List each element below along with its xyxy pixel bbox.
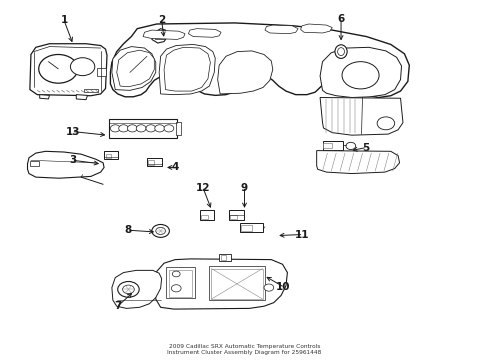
Text: 13: 13 bbox=[65, 127, 80, 136]
Bar bbox=[199, 210, 214, 220]
Circle shape bbox=[119, 125, 128, 132]
Polygon shape bbox=[163, 47, 210, 91]
Text: 3: 3 bbox=[69, 155, 76, 165]
Polygon shape bbox=[217, 51, 272, 94]
Ellipse shape bbox=[337, 48, 344, 55]
Bar bbox=[219, 253, 231, 261]
Bar bbox=[166, 267, 194, 298]
Text: 8: 8 bbox=[124, 225, 132, 235]
Circle shape bbox=[155, 125, 164, 132]
Bar bbox=[211, 269, 262, 299]
Polygon shape bbox=[30, 44, 107, 96]
Bar bbox=[104, 151, 118, 159]
Bar bbox=[156, 34, 162, 37]
Circle shape bbox=[146, 125, 156, 132]
Text: 5: 5 bbox=[361, 143, 368, 153]
Polygon shape bbox=[320, 98, 402, 135]
Circle shape bbox=[110, 125, 120, 132]
Polygon shape bbox=[320, 47, 401, 98]
Bar bbox=[147, 158, 161, 166]
Polygon shape bbox=[112, 46, 156, 90]
Bar bbox=[241, 225, 251, 231]
Circle shape bbox=[118, 282, 139, 297]
Polygon shape bbox=[143, 30, 184, 40]
Circle shape bbox=[70, 58, 95, 76]
Polygon shape bbox=[117, 50, 154, 87]
Circle shape bbox=[345, 142, 355, 149]
Circle shape bbox=[127, 125, 137, 132]
Polygon shape bbox=[188, 29, 221, 37]
Bar bbox=[209, 266, 265, 300]
Text: 11: 11 bbox=[294, 230, 308, 239]
Bar bbox=[105, 154, 111, 158]
Polygon shape bbox=[27, 151, 104, 178]
Bar bbox=[230, 215, 237, 219]
Bar bbox=[322, 140, 342, 149]
Text: 6: 6 bbox=[337, 14, 344, 24]
Circle shape bbox=[122, 285, 134, 294]
Bar bbox=[155, 32, 163, 39]
Bar bbox=[83, 89, 98, 92]
Text: 1: 1 bbox=[61, 15, 67, 26]
Polygon shape bbox=[112, 270, 161, 309]
Circle shape bbox=[264, 284, 273, 291]
Text: 10: 10 bbox=[276, 282, 290, 292]
Text: 2009 Cadillac SRX Automatic Temperature Controls
Instrument Cluster Assembly Dia: 2009 Cadillac SRX Automatic Temperature … bbox=[167, 344, 321, 355]
Text: 9: 9 bbox=[241, 183, 247, 193]
Bar bbox=[323, 143, 331, 148]
Text: 7: 7 bbox=[114, 301, 121, 311]
Bar bbox=[148, 160, 154, 165]
Polygon shape bbox=[110, 23, 408, 98]
Bar bbox=[239, 223, 263, 232]
Circle shape bbox=[136, 125, 146, 132]
Bar bbox=[201, 215, 208, 219]
Polygon shape bbox=[159, 44, 215, 95]
Polygon shape bbox=[76, 95, 87, 100]
Circle shape bbox=[376, 117, 394, 130]
Text: 2: 2 bbox=[158, 15, 165, 26]
Bar bbox=[220, 255, 226, 260]
Circle shape bbox=[172, 271, 180, 277]
Polygon shape bbox=[40, 95, 49, 99]
Circle shape bbox=[341, 62, 378, 89]
Bar bbox=[176, 122, 181, 135]
Text: 12: 12 bbox=[195, 183, 210, 193]
Circle shape bbox=[156, 227, 165, 234]
Polygon shape bbox=[316, 150, 399, 174]
Bar bbox=[30, 161, 39, 166]
Circle shape bbox=[152, 225, 169, 237]
Circle shape bbox=[163, 125, 173, 132]
Circle shape bbox=[171, 285, 181, 292]
Circle shape bbox=[39, 54, 78, 83]
Polygon shape bbox=[152, 29, 167, 43]
Bar bbox=[168, 270, 192, 297]
Text: 4: 4 bbox=[171, 162, 179, 172]
Ellipse shape bbox=[334, 45, 346, 58]
Bar bbox=[109, 119, 177, 138]
Bar bbox=[228, 210, 243, 220]
Polygon shape bbox=[264, 25, 298, 34]
Polygon shape bbox=[154, 259, 287, 309]
Polygon shape bbox=[300, 24, 331, 33]
Bar bbox=[97, 68, 106, 76]
